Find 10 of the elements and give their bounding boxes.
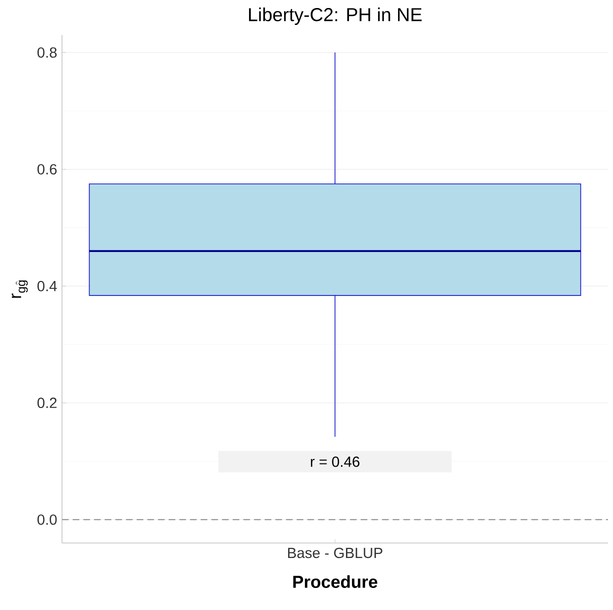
x-axis-title: Procedure — [293, 575, 378, 588]
y-tick-label: 0.4 — [37, 280, 57, 292]
y-tick-label: 0.0 — [37, 514, 57, 525]
y-tick-label: 0.2 — [37, 398, 57, 408]
y-tick-label: 0.6 — [37, 164, 57, 174]
annotation: r = 0.46 — [310, 456, 360, 467]
x-tick-label: Base - GBLUP — [288, 548, 382, 558]
chart-title: Liberty-C2: PH in NE — [249, 8, 422, 25]
y-axis-title: $\mathrm{r}_{\mathrm{g}\hat{\mathrm{g}}}$ — [12, 280, 28, 298]
y-tick-label: 0.8 — [37, 47, 57, 58]
